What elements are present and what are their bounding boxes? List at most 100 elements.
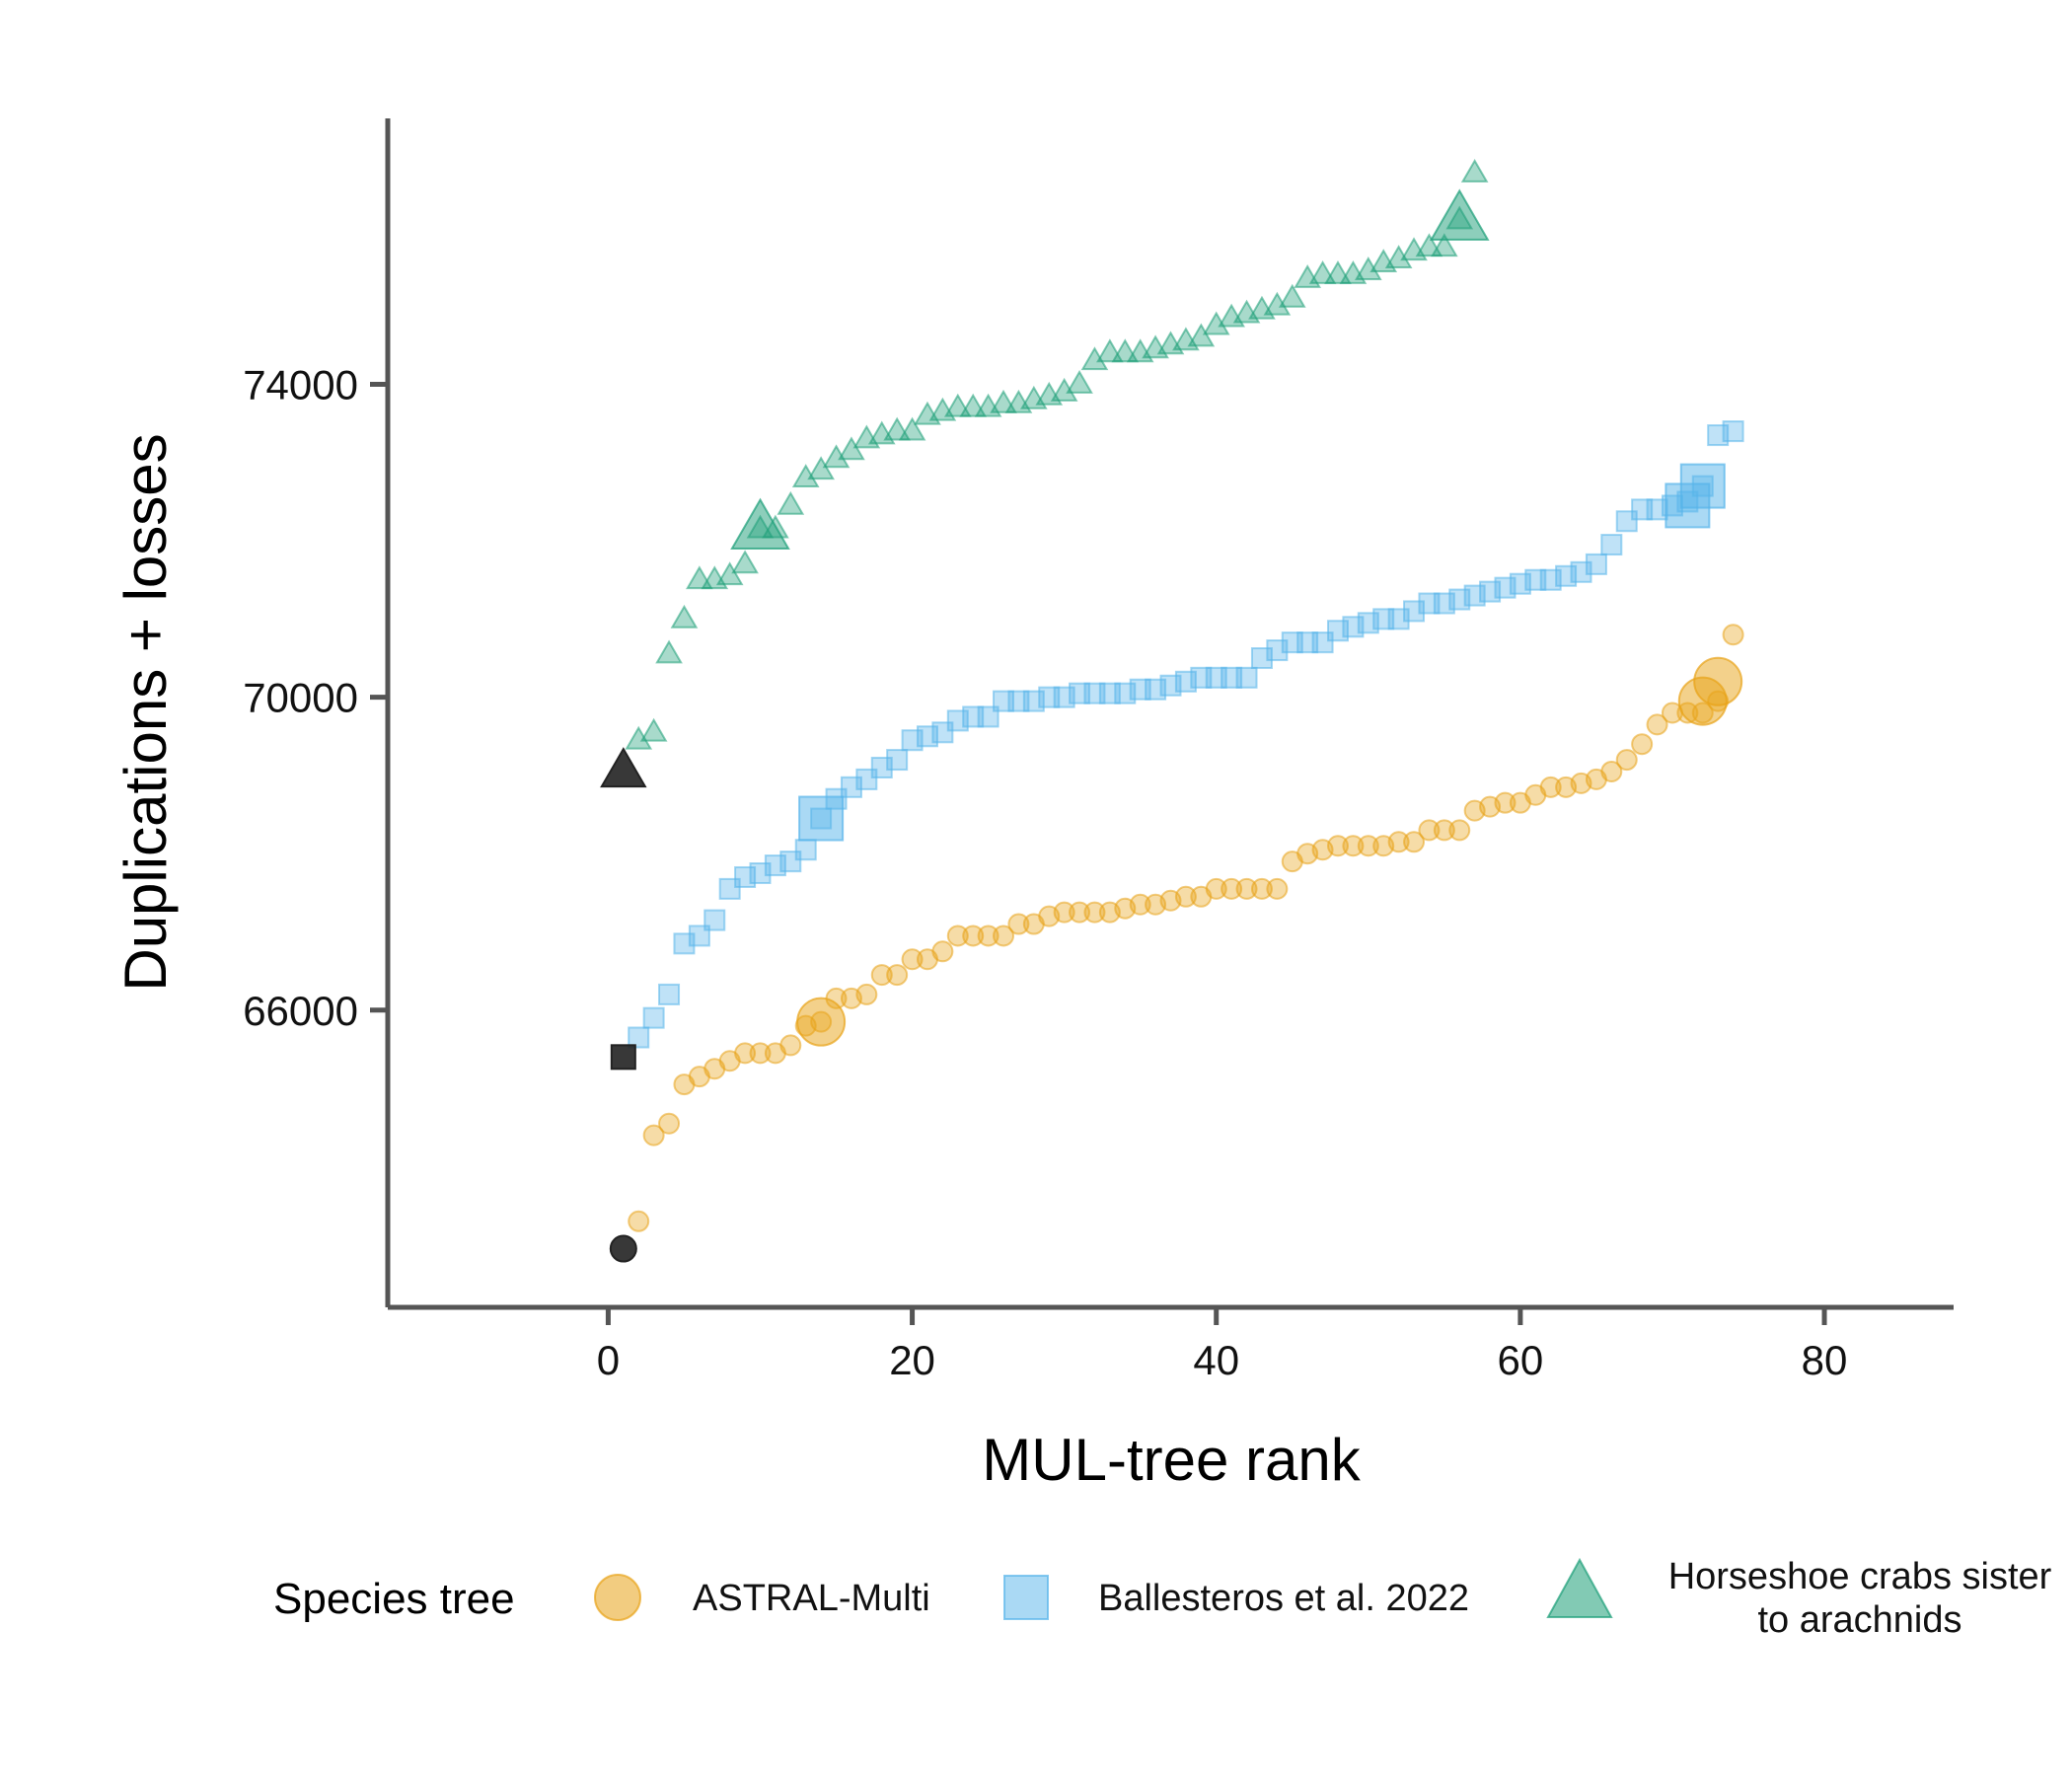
series-2-point-6 (715, 561, 744, 586)
series-2-point-28 (1050, 377, 1078, 402)
series-0-point-30 (1083, 901, 1106, 924)
series-0-point-57 (1494, 791, 1517, 814)
series-0-point-24 (993, 925, 1015, 947)
legend-key-astral-multi (594, 1574, 641, 1621)
series-1-point-17 (886, 749, 909, 772)
series-2-point-55 (1460, 158, 1489, 183)
series-2-point-29 (1066, 370, 1093, 394)
series-1-enlarged-point-0 (798, 795, 845, 842)
series-0-point-51 (1403, 831, 1426, 853)
series-1-point-64 (1600, 534, 1623, 556)
series-0-point-65 (1615, 749, 1638, 772)
series-0-point-66 (1631, 733, 1654, 756)
series-0-point-22 (962, 925, 985, 947)
series-2-point-18 (898, 416, 926, 441)
series-0-point-23 (977, 925, 999, 947)
series-2-point-53 (1431, 233, 1458, 258)
series-2-point-43 (1278, 283, 1306, 308)
series-2-point-13 (822, 444, 851, 469)
series-2-point-48 (1354, 257, 1382, 280)
legend-label-astral-multi: ASTRAL-Multi (693, 1578, 930, 1619)
series-0-point-41 (1250, 877, 1273, 900)
series-2-point-30 (1080, 346, 1109, 371)
series-0-point-25 (1007, 913, 1030, 935)
series-2-point-10 (777, 490, 805, 515)
series-0-reference-point-0 (609, 1234, 637, 1263)
series-2-point-12 (807, 456, 835, 481)
series-2-point-0 (625, 725, 653, 750)
legend-label-ballesteros: Ballesteros et al. 2022 (1098, 1578, 1469, 1619)
series-0-point-40 (1235, 877, 1258, 900)
series-0-point-72 (1722, 624, 1744, 646)
series-0-point-46 (1326, 835, 1349, 857)
series-0-point-0 (628, 1210, 650, 1232)
series-2-point-3 (670, 604, 699, 629)
series-0-point-15 (855, 983, 878, 1005)
legend-key-ballesteros (1003, 1575, 1049, 1620)
series-0-enlarged-point-2 (1693, 656, 1743, 706)
y-tick-label-0: 66000 (243, 988, 358, 1034)
x-axis-title: MUL-tree rank (982, 1427, 1361, 1493)
series-0-point-18 (901, 948, 924, 971)
series-0-point-17 (886, 964, 909, 987)
x-tick-label-4: 80 (1802, 1337, 1848, 1383)
series-2-point-1 (639, 717, 668, 742)
x-tick-label-1: 20 (889, 1337, 935, 1383)
y-tick-label-1: 70000 (243, 675, 358, 721)
x-tick-label-0: 0 (597, 1337, 620, 1383)
series-1-point-1 (642, 1006, 665, 1029)
legend-key-horseshoe-crabs (1546, 1557, 1613, 1618)
series-0-enlarged-point-0 (796, 997, 847, 1047)
series-2-point-7 (731, 550, 759, 574)
series-0-point-2 (658, 1112, 681, 1135)
series-2-reference-point-0 (600, 747, 647, 788)
y-tick-label-2: 74000 (243, 362, 358, 408)
series-0-point-50 (1387, 831, 1410, 853)
series-1-point-5 (703, 909, 726, 931)
series-0-point-60 (1539, 776, 1562, 798)
series-1-reference-point-0 (610, 1044, 636, 1071)
series-2-enlarged-point-0 (730, 497, 790, 550)
series-2-point-14 (838, 436, 865, 461)
series-1-point-40 (1235, 666, 1258, 689)
series-0-point-20 (931, 940, 954, 963)
series-2-point-37 (1187, 323, 1216, 347)
series-0-point-16 (870, 964, 893, 987)
series-1-point-2 (658, 983, 681, 1005)
series-0-point-7 (734, 1042, 757, 1065)
series-2-point-42 (1263, 291, 1292, 316)
series-2-point-50 (1384, 245, 1413, 269)
series-0-point-48 (1357, 835, 1379, 857)
legend-label-horseshoe-crabs-line1: Horseshoe crabs sister (1668, 1556, 2052, 1597)
chart-marks (600, 158, 1744, 1263)
series-2-point-11 (791, 464, 820, 488)
series-0-point-39 (1221, 877, 1243, 900)
series-0-point-42 (1266, 877, 1289, 900)
x-tick-label-3: 60 (1498, 1337, 1544, 1383)
series-2-point-38 (1202, 311, 1230, 335)
series-0-point-67 (1646, 713, 1668, 736)
series-1-point-72 (1722, 420, 1744, 443)
series-0-point-29 (1069, 901, 1091, 924)
series-0-point-47 (1342, 835, 1365, 857)
series-1-point-0 (628, 1026, 650, 1049)
series-2-point-2 (655, 639, 683, 664)
chart-axes (385, 118, 1954, 1310)
series-1-enlarged-point-2 (1679, 463, 1726, 509)
series-1-point-63 (1585, 553, 1607, 575)
series-0-point-36 (1174, 885, 1197, 908)
series-0-point-28 (1053, 901, 1075, 924)
axis-ticks: 0 20 40 60 80 66000 70000 74000 (243, 362, 1847, 1383)
series-0-point-10 (779, 1034, 802, 1057)
series-2-enlarged-point-1 (1429, 188, 1490, 241)
series-1-point-11 (794, 839, 817, 861)
legend: Species tree ASTRAL-Multi Ballesteros et… (273, 1556, 2052, 1641)
series-0-point-38 (1205, 877, 1227, 900)
series-0-point-54 (1448, 819, 1471, 842)
series-0-point-21 (946, 925, 969, 947)
x-tick-label-2: 40 (1193, 1337, 1239, 1383)
legend-title: Species tree (273, 1575, 515, 1623)
series-0-point-64 (1600, 760, 1623, 782)
